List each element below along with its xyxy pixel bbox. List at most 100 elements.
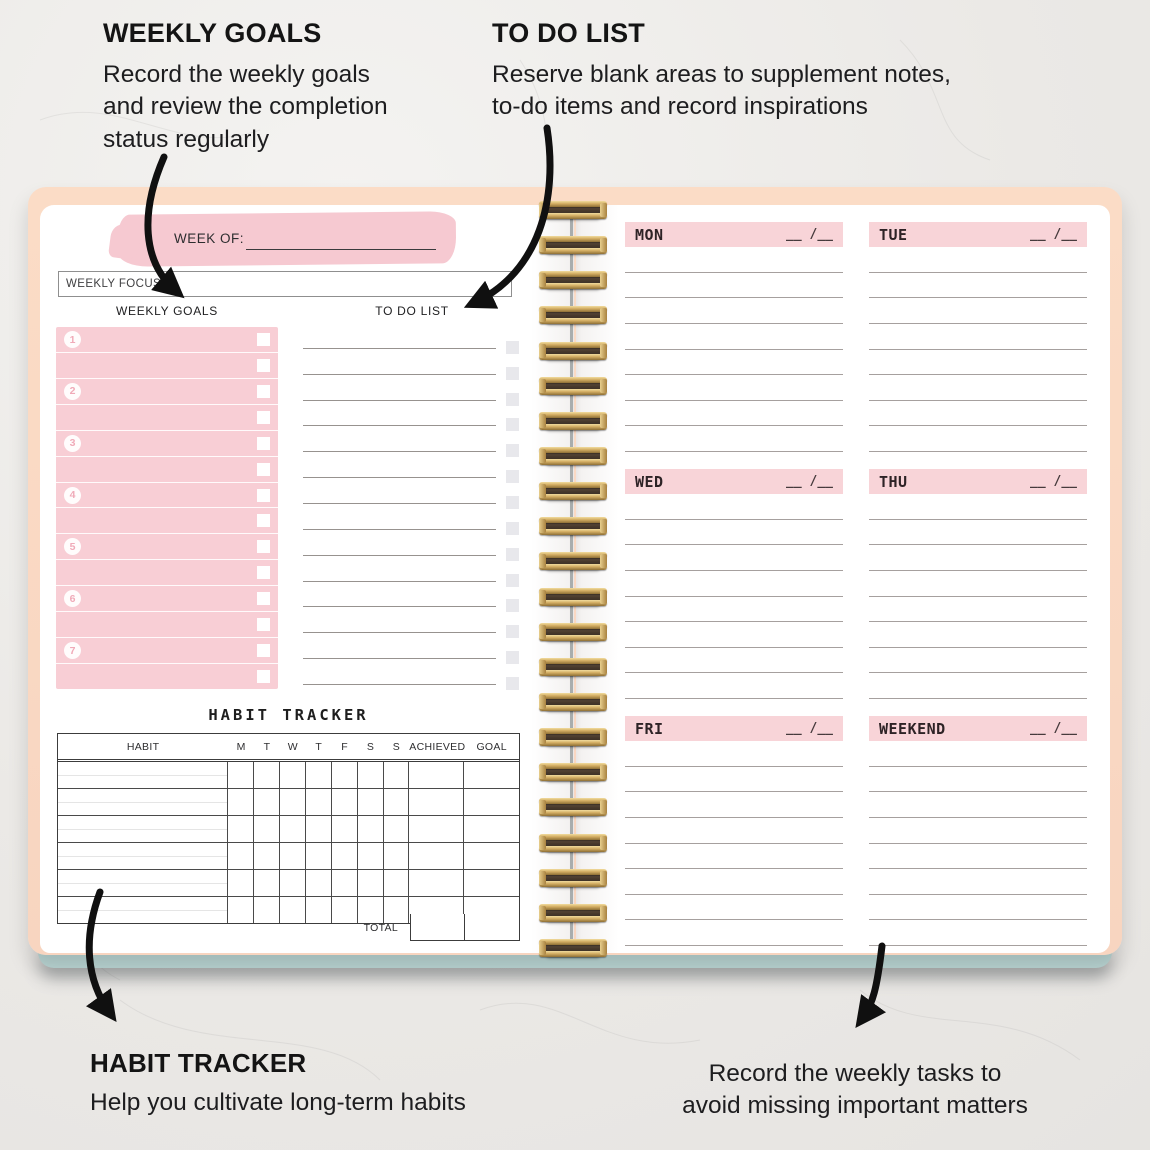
todo-rule-line <box>303 580 496 582</box>
habit-table-cell <box>358 843 384 869</box>
goal-checkbox <box>257 462 270 476</box>
habit-table-cell <box>254 789 281 815</box>
habit-table-cell <box>58 870 229 896</box>
coil-wire-top <box>539 517 607 524</box>
coil-wire-top <box>539 903 607 910</box>
habit-column-header: W <box>287 740 298 753</box>
goal-checkbox <box>257 436 270 450</box>
coil-end-right <box>600 308 607 323</box>
todo-checkbox <box>506 444 519 458</box>
coil-end-right <box>600 273 607 288</box>
coil-wire-top <box>539 798 607 805</box>
goal-number-badge: 7 <box>64 642 81 660</box>
habit-table-cell <box>464 816 519 842</box>
coil-end-left <box>539 800 546 815</box>
day-rule-line <box>625 545 843 571</box>
todo-checkbox <box>506 573 519 587</box>
spiral-coil <box>539 622 607 641</box>
goal-row <box>56 457 278 483</box>
annotation-weekly-goals-title: WEEKLY GOALS <box>103 18 322 48</box>
annotation-weekly-goals-body: Record the weekly goals and review the c… <box>103 61 388 153</box>
coil-wire-top <box>539 833 607 840</box>
habit-table-cell <box>254 897 281 923</box>
day-block-tue: TUE __ /__ <box>869 222 1087 452</box>
weekly-focus-box: WEEKLY FOCUS: <box>58 271 512 297</box>
annotation-todo-list-body: Reserve blank areas to supplement notes,… <box>492 61 951 121</box>
todo-checkbox <box>506 470 519 484</box>
day-block-wed: WED __ /__ <box>625 469 843 699</box>
spiral-coil <box>539 306 607 325</box>
coil-wire-top <box>539 763 607 770</box>
habit-table-cell <box>306 816 332 842</box>
coil-wire-bottom <box>539 669 607 676</box>
todo-checkbox <box>506 651 519 665</box>
habit-table-cell <box>384 789 410 815</box>
coil-end-right <box>600 413 607 428</box>
day-rule-line <box>625 273 843 299</box>
spiral-coil <box>539 376 607 395</box>
habit-column-header: T <box>263 740 271 753</box>
habit-table-cell <box>358 789 384 815</box>
goal-number-badge: 6 <box>64 590 81 608</box>
habit-table-cell <box>464 762 519 788</box>
day-rule-line <box>869 247 1087 273</box>
day-label: FRI <box>635 719 664 738</box>
todo-row <box>302 353 522 380</box>
habit-table-cell <box>384 897 410 923</box>
habit-table-cell <box>384 843 410 869</box>
day-date-placeholder: __ /__ <box>786 227 833 242</box>
spiral-coil <box>539 798 607 817</box>
coil-end-right <box>600 554 607 569</box>
right-page-content: MON __ /__ TUE __ /__ WED __ /__ THU __ /__ FRI _… <box>576 205 1110 953</box>
todo-row <box>302 560 522 587</box>
habit-table-cell <box>228 762 255 788</box>
day-rule-line <box>869 494 1087 520</box>
habit-table-cell <box>280 762 306 788</box>
day-rule-line <box>625 298 843 324</box>
todo-rule-line <box>303 554 496 556</box>
day-header: THU __ /__ <box>869 469 1087 494</box>
todo-column-header: TO DO LIST <box>375 304 449 318</box>
goal-checkbox <box>257 333 270 346</box>
todo-rule-line <box>303 477 496 479</box>
day-block-mon: MON __ /__ <box>625 222 843 452</box>
todo-row <box>302 611 522 639</box>
habit-table-cell <box>228 897 255 923</box>
day-label: MON <box>635 225 664 244</box>
coil-end-right <box>600 448 607 463</box>
coil-wire-bottom <box>539 775 607 782</box>
day-label: TUE <box>879 225 908 244</box>
coil-wire-top <box>539 552 607 559</box>
coil-wire-top <box>539 587 607 594</box>
day-date-placeholder: __ /__ <box>1030 227 1077 242</box>
habit-table-cell <box>464 870 519 896</box>
goal-row: 6 <box>56 586 278 613</box>
coil-wire-top <box>539 236 607 243</box>
coil-end-left <box>539 765 546 780</box>
habit-table-cell <box>58 816 229 842</box>
habit-table-cell <box>58 843 229 869</box>
coil-wire-bottom <box>539 458 607 465</box>
day-rule-line <box>625 401 843 427</box>
habit-table-cell <box>280 816 306 842</box>
day-rule-line <box>869 520 1087 546</box>
todo-checkbox <box>506 521 519 535</box>
day-rule-line <box>869 401 1087 427</box>
annotation-weekly-tasks: Record the weekly tasks to avoid missing… <box>615 1058 1095 1123</box>
habit-table-cell <box>280 897 306 923</box>
habit-total-row: TOTAL <box>57 914 520 941</box>
coil-end-left <box>539 694 546 709</box>
habit-table-cell <box>409 870 465 896</box>
spiral-coil <box>539 271 607 290</box>
coil-wire-bottom <box>539 634 607 641</box>
spiral-coil <box>539 201 607 219</box>
day-rule-line <box>625 520 843 546</box>
week-of-highlight <box>117 211 457 267</box>
day-rule-line <box>625 844 843 870</box>
week-of-blank-line <box>246 249 436 250</box>
todo-rule-line <box>303 451 496 453</box>
habit-tracker-table: HABIT M T W T F S S ACHIEVED GOAL <box>57 733 520 924</box>
day-rule-line <box>869 350 1087 376</box>
todo-row <box>302 327 522 354</box>
goal-checkbox <box>257 488 270 502</box>
